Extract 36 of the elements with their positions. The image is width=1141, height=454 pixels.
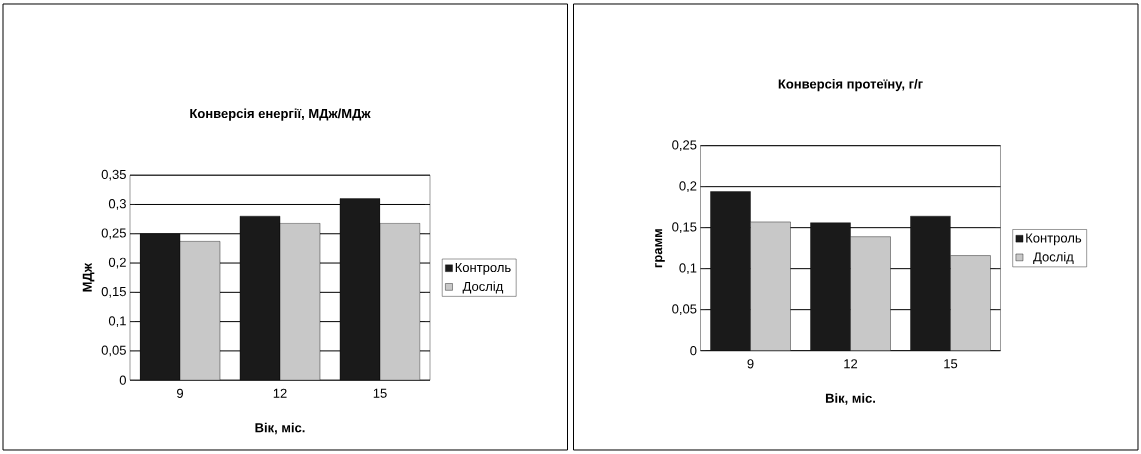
- x-tick-label: 12: [273, 388, 287, 398]
- y-tick-label: 0,25: [101, 228, 126, 240]
- y-tick-label: 0,15: [672, 222, 697, 234]
- bar: [810, 222, 851, 351]
- y-tick-label: 0,05: [101, 345, 126, 357]
- y-axis-title: грамм: [655, 229, 665, 268]
- bar: [910, 215, 951, 351]
- y-tick-label: 0,2: [108, 257, 126, 269]
- bar: [750, 221, 791, 351]
- y-tick-label: 0,35: [101, 169, 126, 181]
- x-tick-label: 15: [373, 388, 387, 398]
- y-tick-label: 0,2: [679, 181, 697, 193]
- bar: [850, 236, 891, 351]
- y-tick-label: 0,3: [108, 199, 126, 210]
- legend-label: Дослід: [1033, 251, 1074, 264]
- y-tick-label: 0,25: [672, 140, 697, 152]
- y-tick-label: 0,05: [672, 304, 697, 316]
- y-tick-label: 0: [119, 375, 126, 385]
- y-tick-label: 0,1: [679, 263, 697, 275]
- x-tick-label: 15: [944, 359, 958, 369]
- legend-label: Контроль: [1026, 233, 1082, 246]
- legend-label: Дослід: [462, 281, 504, 294]
- bar: [950, 255, 991, 351]
- x-tick-label: 9: [747, 359, 754, 369]
- y-axis-title: МДж: [82, 262, 95, 292]
- y-tick-label: 0: [690, 346, 697, 356]
- x-axis-title: Вік, міс.: [825, 393, 875, 405]
- bar: [710, 191, 751, 351]
- y-tick-label: 0,1: [108, 316, 126, 327]
- y-tick-label: 0,15: [101, 286, 126, 298]
- chart-title: Конверсія протеїну, г/г: [778, 79, 923, 92]
- legend-label: Контроль: [455, 263, 511, 275]
- x-tick-label: 12: [844, 359, 858, 369]
- x-axis-title: Вік, міс.: [255, 422, 305, 435]
- x-tick-label: 9: [177, 388, 184, 398]
- chart-title: Конверсія енергії, МДж/МДж: [190, 108, 371, 121]
